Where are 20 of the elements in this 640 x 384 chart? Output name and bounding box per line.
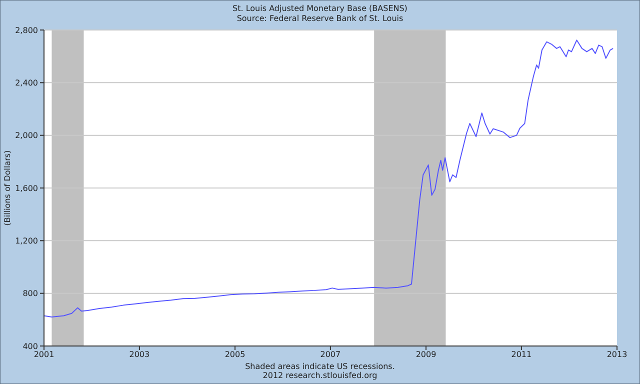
line-series (44, 40, 614, 318)
y-tick-label: 2,400 (15, 78, 38, 88)
x-tick-label: 2007 (320, 350, 341, 359)
y-tick-label: 400 (22, 342, 38, 351)
y-tick-label: 1,600 (15, 184, 38, 193)
y-axis-title: (Billions of Dollars) (3, 150, 12, 226)
x-tick-label: 2001 (34, 350, 54, 359)
y-tick-label: 2,000 (15, 131, 38, 140)
x-tick-label: 2005 (224, 350, 246, 359)
chart-title: St. Louis Adjusted Monetary Base (BASENS) (232, 4, 408, 13)
chart-subtitle: Source: Federal Reserve Bank of St. Louis (236, 14, 404, 23)
text: Shaded areas indicate US recessions. (245, 362, 395, 371)
x-tick-label: 2009 (416, 350, 436, 359)
y-tick-label: 1,200 (15, 236, 38, 246)
y-tick-label: 800 (22, 289, 38, 298)
x-tick-label: 2003 (129, 350, 150, 359)
x-tick-label: 2013 (606, 350, 628, 359)
y-tick-label: 2,800 (15, 26, 38, 35)
x-tick-label: 2011 (511, 350, 532, 359)
text: 2012 research.stlouisfed.org (262, 371, 378, 380)
